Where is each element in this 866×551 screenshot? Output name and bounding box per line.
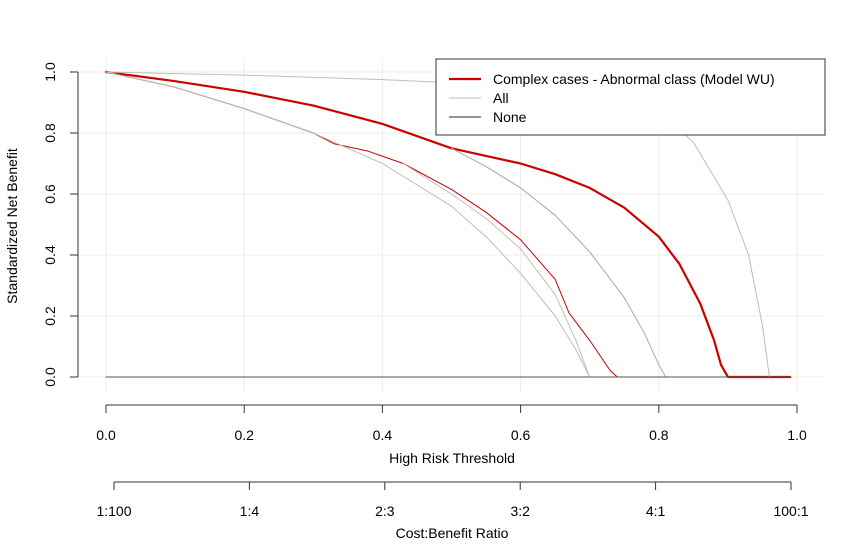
legend-box <box>435 58 826 136</box>
x-tick-label: 0.4 <box>373 427 393 443</box>
cost-benefit-tick-label: 2:3 <box>375 503 395 519</box>
y-tick-label: 0.8 <box>42 123 58 143</box>
series-line-4 <box>105 71 591 378</box>
x-axis-ticks: 0.0 0.2 0.4 0.6 0.8 1.0 <box>96 405 807 443</box>
cost-benefit-tick-label: 1:100 <box>96 503 131 519</box>
cost-benefit-tick-label: 3:2 <box>510 503 530 519</box>
cost-benefit-tick-label: 100:1 <box>773 503 808 519</box>
x-tick-label: 0.8 <box>649 427 669 443</box>
y-tick-label: 1.0 <box>42 62 58 82</box>
y-axis-ticks: 0.0 0.2 0.4 0.6 0.8 1.0 <box>42 62 78 387</box>
x-tick-label: 0.6 <box>511 427 531 443</box>
x-tick-label: 1.0 <box>787 427 807 443</box>
y-tick-label: 0.0 <box>42 367 58 387</box>
series-line-2 <box>451 147 667 378</box>
series-line-3 <box>402 163 591 378</box>
cost-benefit-tick-label: 4:1 <box>646 503 666 519</box>
legend-label-all: All <box>493 90 509 106</box>
x-axis-label: High Risk Threshold <box>389 450 515 466</box>
cost-benefit-axis-ticks: 1:100 1:4 2:3 3:2 4:1 100:1 <box>96 482 809 519</box>
cost-benefit-axis-label: Cost:Benefit Ratio <box>396 525 509 541</box>
legend-label-none: None <box>493 109 527 125</box>
legend-label-model: Complex cases - Abnormal class (Model WU… <box>493 71 775 87</box>
x-tick-label: 0.0 <box>96 427 116 443</box>
y-tick-label: 0.4 <box>42 245 58 265</box>
x-tick-label: 0.2 <box>234 427 254 443</box>
series-line-0 <box>104 70 792 379</box>
y-tick-label: 0.2 <box>42 306 58 326</box>
cost-benefit-tick-label: 1:4 <box>240 503 260 519</box>
legend: Complex cases - Abnormal class (Model WU… <box>435 58 826 136</box>
y-tick-label: 0.6 <box>42 184 58 204</box>
y-axis-label: Standardized Net Benefit <box>4 148 20 304</box>
